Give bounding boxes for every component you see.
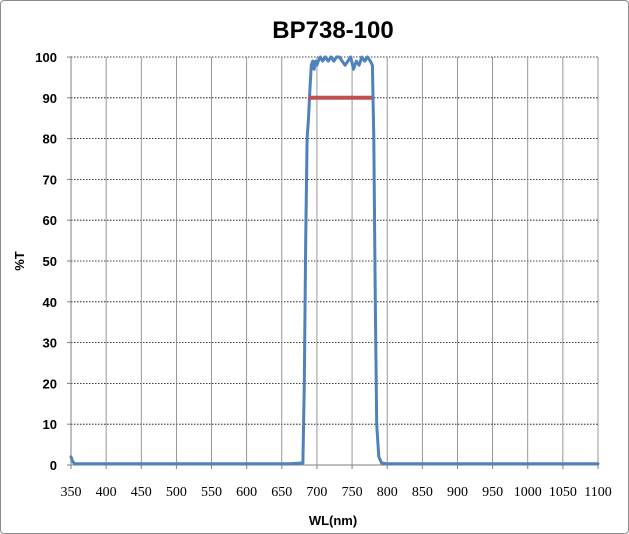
- x-tick-label: 1050: [549, 485, 577, 500]
- y-axis-label: %T: [12, 251, 27, 271]
- x-axis-label: WL(nm): [309, 513, 357, 528]
- y-tick-label: 80: [43, 132, 57, 147]
- y-tick-label: 90: [43, 91, 57, 106]
- y-tick-label: 50: [43, 254, 57, 269]
- x-tick-label: 650: [271, 485, 292, 500]
- y-tick-label: 30: [43, 336, 57, 351]
- transmission-line: [69, 55, 600, 466]
- x-axis: 350 400 450 500 550 600 650 700 750 800 850 900 950 1…: [61, 465, 612, 500]
- x-tick-label: 1000: [514, 485, 542, 500]
- y-axis: 0 10 20 30 40 50 60 70 80 90 100: [35, 50, 71, 473]
- x-tick-label: 900: [447, 485, 468, 500]
- grid: [71, 56, 599, 465]
- series-group: [69, 55, 600, 466]
- y-tick-label: 60: [43, 213, 57, 228]
- x-tick-label: 550: [201, 485, 222, 500]
- x-tick-label: 500: [166, 485, 187, 500]
- x-tick-label: 950: [482, 485, 503, 500]
- x-tick-label: 750: [342, 485, 363, 500]
- x-tick-label: 600: [236, 485, 257, 500]
- y-tick-label: 100: [35, 50, 57, 65]
- x-tick-label: 850: [412, 485, 433, 500]
- x-tick-label: 350: [61, 485, 82, 500]
- x-tick-label: 400: [96, 485, 117, 500]
- y-tick-label: 0: [50, 458, 57, 473]
- x-tick-label: 800: [377, 485, 398, 500]
- y-tick-label: 70: [43, 172, 57, 187]
- chart-title: BP738-100: [272, 17, 393, 44]
- x-tick-label: 450: [131, 485, 152, 500]
- x-tick-label: 700: [306, 485, 327, 500]
- x-tick-label: 1100: [584, 485, 611, 500]
- y-tick-label: 20: [43, 376, 57, 391]
- y-tick-label: 40: [43, 295, 57, 310]
- y-tick-label: 10: [43, 417, 57, 432]
